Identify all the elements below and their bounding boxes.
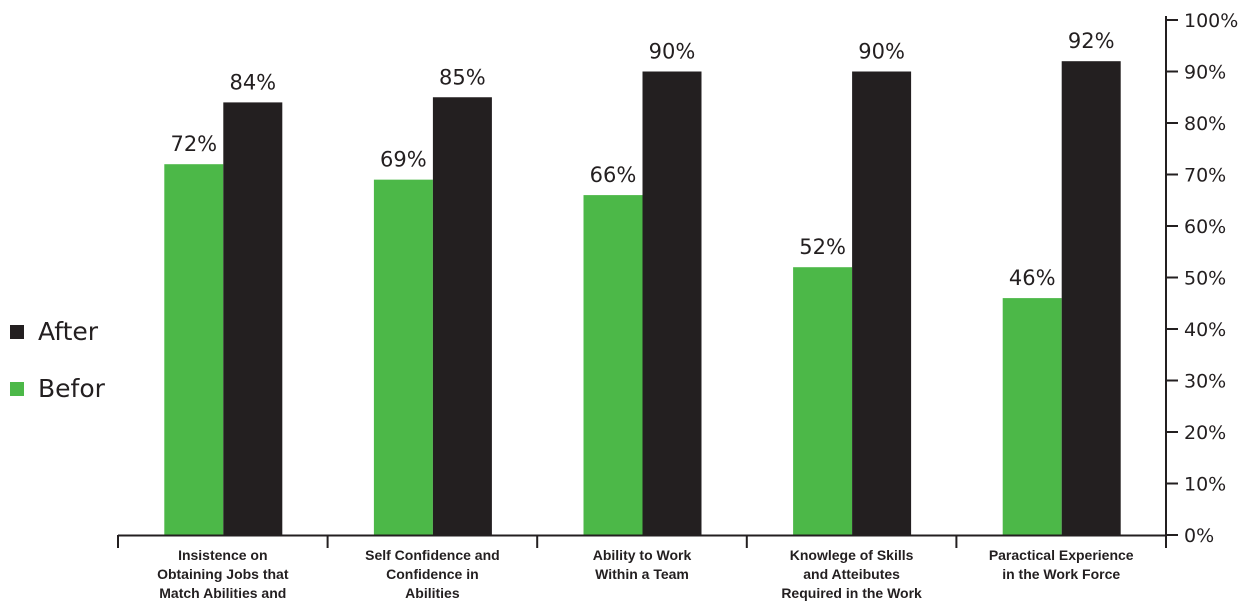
data-label-after-2: 85% [439, 65, 486, 89]
data-label-befor-4: 52% [799, 235, 846, 259]
x-tick-label-2: Self Confidence and Confidence in Abilitie… [365, 547, 500, 601]
data-label-after-3: 90% [649, 40, 696, 64]
x-tick-label-line: Required in the Work [781, 585, 922, 601]
y-axis: 0% 10% 20% 30% 40% 50% 60% 70% 80% 90% 100% [1165, 10, 1238, 547]
legend: After Befor [10, 317, 106, 403]
bar-befor-3 [583, 195, 643, 535]
data-label-befor-1: 72% [170, 132, 217, 156]
y-tick-label-7: 70% [1184, 165, 1226, 187]
x-tick-label-line: Confidence in [386, 566, 479, 582]
x-tick-label-line: Knowlege of Skills [790, 547, 914, 563]
data-labels-group: 72% 84% 69% 85% 66% 90% 52% 90% 46% 92% [170, 29, 1114, 290]
y-tick-label-6: 60% [1184, 216, 1226, 238]
bar-after-3 [642, 71, 702, 535]
y-tick-label-9: 90% [1184, 62, 1226, 84]
y-tick-label-8: 80% [1184, 113, 1226, 135]
bar-befor-4 [793, 267, 853, 535]
y-tick-label-4: 40% [1184, 319, 1226, 341]
x-tick-label-line: in the Work Force [1002, 566, 1120, 582]
bars-group [164, 61, 1121, 536]
data-label-befor-2: 69% [380, 148, 427, 172]
x-tick-label-4: Knowlege of Skills and Atteibutes Required… [781, 547, 922, 601]
x-tick-label-line: Insistence on [178, 547, 267, 563]
y-tick-label-3: 30% [1184, 371, 1226, 393]
x-tick-label-line: Within a Team [595, 566, 689, 582]
x-tick-label-line: Match Abilities and [159, 585, 286, 601]
data-label-befor-5: 46% [1009, 266, 1056, 290]
bar-after-1 [223, 102, 283, 536]
data-label-after-5: 92% [1068, 29, 1115, 53]
y-tick-label-1: 10% [1184, 474, 1226, 496]
y-tick-label-2: 20% [1184, 422, 1226, 444]
data-label-befor-3: 66% [590, 163, 637, 187]
data-label-after-4: 90% [858, 40, 905, 64]
y-tick-label-5: 50% [1184, 268, 1226, 290]
x-tick-label-line: Self Confidence and [365, 547, 500, 563]
legend-label-after: After [38, 317, 99, 346]
bar-after-4 [852, 71, 912, 535]
bar-after-2 [432, 97, 492, 535]
bar-befor-1 [164, 164, 224, 535]
legend-swatch-befor [10, 382, 24, 396]
x-tick-label-1: Insistence on Obtaining Jobs that Match Ab… [157, 547, 289, 601]
y-tick-label-10: 100% [1184, 10, 1238, 32]
x-tick-label-line: Ability to Work [593, 547, 692, 563]
legend-label-befor: Befor [38, 374, 106, 403]
x-tick-label-line: Abilities [405, 585, 460, 601]
bar-befor-2 [373, 179, 433, 535]
x-tick-label-line: and Atteibutes [803, 566, 900, 582]
x-tick-label-5: Paractical Experience in the Work Force [989, 547, 1134, 582]
data-label-after-1: 84% [229, 70, 276, 94]
y-tick-label-0: 0% [1184, 525, 1214, 547]
x-tick-label-line: Obtaining Jobs that [157, 566, 289, 582]
x-axis: Insistence on Obtaining Jobs that Match Ab… [117, 534, 1167, 601]
x-tick-label-3: Ability to Work Within a Team [593, 547, 692, 582]
bar-after-5 [1061, 61, 1121, 535]
legend-swatch-after [10, 325, 24, 339]
bar-befor-5 [1002, 298, 1062, 535]
x-tick-label-line: Paractical Experience [989, 547, 1134, 563]
